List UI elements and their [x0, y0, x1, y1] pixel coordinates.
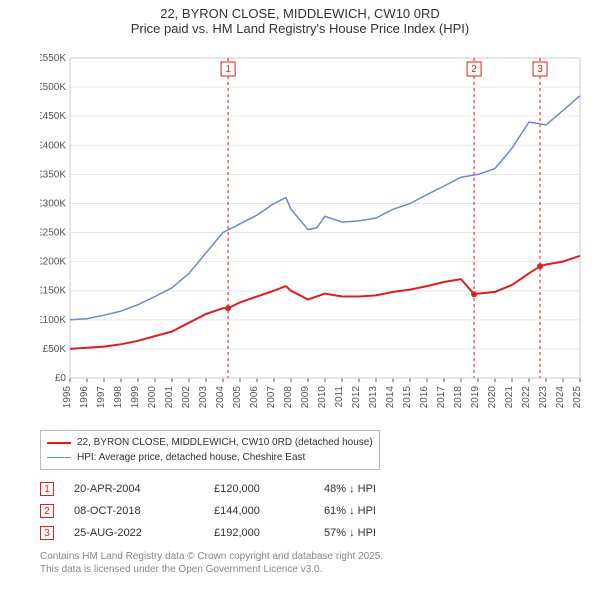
- x-tick-label: 2022: [521, 386, 532, 409]
- series-marker: [471, 291, 477, 297]
- legend-row: HPI: Average price, detached house, Ches…: [47, 450, 373, 465]
- x-tick-label: 1999: [130, 386, 141, 409]
- legend-label: HPI: Average price, detached house, Ches…: [77, 450, 305, 465]
- footer-line1: Contains HM Land Registry data © Crown c…: [40, 550, 580, 563]
- y-tick-label: £550K: [40, 53, 66, 64]
- x-tick-label: 2021: [504, 386, 515, 409]
- event-badge: 1: [40, 482, 54, 496]
- legend-swatch: [47, 457, 71, 458]
- footer-line2: This data is licensed under the Open Gov…: [40, 563, 580, 576]
- event-badge-number: 3: [537, 64, 543, 75]
- x-tick-label: 2005: [232, 386, 243, 409]
- x-tick-label: 2024: [555, 386, 566, 409]
- y-tick-label: £500K: [40, 82, 66, 93]
- series-hpi: [70, 96, 580, 320]
- events-table: 1 20-APR-2004 £120,000 48% ↓ HPI 2 08-OCT-201…: [40, 478, 560, 544]
- x-tick-label: 2011: [334, 386, 345, 408]
- legend-row: 22, BYRON CLOSE, MIDDLEWICH, CW10 0RD (d…: [47, 435, 373, 450]
- x-tick-label: 2008: [283, 386, 294, 409]
- event-price: £192,000: [214, 527, 304, 539]
- x-tick-label: 2017: [436, 386, 447, 409]
- y-tick-label: £100K: [40, 315, 66, 326]
- x-tick-label: 2004: [215, 386, 226, 409]
- y-tick-label: £50K: [43, 344, 67, 355]
- x-tick-label: 2006: [249, 386, 260, 409]
- x-tick-label: 2000: [147, 386, 158, 409]
- event-badge: 3: [40, 526, 54, 540]
- event-price: £120,000: [214, 483, 304, 495]
- x-tick-label: 2002: [181, 386, 192, 409]
- title-block: 22, BYRON CLOSE, MIDDLEWICH, CW10 0RD Pr…: [0, 0, 600, 36]
- x-tick-label: 2013: [368, 386, 379, 409]
- y-tick-label: £400K: [40, 140, 66, 151]
- x-tick-label: 2007: [266, 386, 277, 409]
- x-tick-label: 2009: [300, 386, 311, 409]
- legend: 22, BYRON CLOSE, MIDDLEWICH, CW10 0RD (d…: [40, 430, 380, 470]
- line-chart: £0 £50K £100K £150K £200K £250K £300K £350K £400…: [40, 48, 590, 418]
- series-marker: [225, 305, 231, 311]
- x-tick-label: 2014: [385, 386, 396, 409]
- x-tick-label: 1997: [96, 386, 107, 409]
- y-tick-label: £150K: [40, 286, 66, 297]
- title-line2: Price paid vs. HM Land Registry's House …: [0, 21, 600, 36]
- event-badge-number: 2: [471, 64, 477, 75]
- x-tick-label: 2010: [317, 386, 328, 409]
- y-tick-label: £0: [55, 373, 67, 384]
- event-delta: 61% ↓ HPI: [324, 505, 434, 517]
- y-tick-label: £450K: [40, 111, 66, 122]
- x-tick-label: 2018: [453, 386, 464, 409]
- y-tick-label: £200K: [40, 257, 66, 268]
- title-line1: 22, BYRON CLOSE, MIDDLEWICH, CW10 0RD: [0, 6, 600, 21]
- legend-swatch: [47, 442, 71, 444]
- event-date: 25-AUG-2022: [74, 527, 194, 539]
- x-tick-label: 2019: [470, 386, 481, 409]
- event-delta: 57% ↓ HPI: [324, 527, 434, 539]
- event-badge-number: 1: [225, 64, 231, 75]
- x-tick-label: 1998: [113, 386, 124, 409]
- series-marker: [537, 263, 543, 269]
- event-badge: 2: [40, 504, 54, 518]
- x-tick-label: 2020: [487, 386, 498, 409]
- event-row: 1 20-APR-2004 £120,000 48% ↓ HPI: [40, 478, 560, 500]
- x-tick-label: 1996: [79, 386, 90, 409]
- event-delta: 48% ↓ HPI: [324, 483, 434, 495]
- event-row: 2 08-OCT-2018 £144,000 61% ↓ HPI: [40, 500, 560, 522]
- y-tick-label: £350K: [40, 169, 66, 180]
- y-tick-label: £250K: [40, 228, 66, 239]
- event-price: £144,000: [214, 505, 304, 517]
- series-property: [70, 256, 580, 349]
- chart-container: 22, BYRON CLOSE, MIDDLEWICH, CW10 0RD Pr…: [0, 0, 600, 590]
- x-tick-label: 2012: [351, 386, 362, 409]
- x-tick-label: 2025: [572, 386, 583, 409]
- legend-label: 22, BYRON CLOSE, MIDDLEWICH, CW10 0RD (d…: [77, 435, 373, 450]
- event-date: 20-APR-2004: [74, 483, 194, 495]
- footer-attribution: Contains HM Land Registry data © Crown c…: [40, 550, 580, 576]
- x-tick-label: 2015: [402, 386, 413, 409]
- x-tick-label: 2001: [164, 386, 175, 409]
- x-tick-label: 2023: [538, 386, 549, 409]
- x-tick-label: 1995: [62, 386, 73, 409]
- event-row: 3 25-AUG-2022 £192,000 57% ↓ HPI: [40, 522, 560, 544]
- y-tick-label: £300K: [40, 198, 66, 209]
- x-tick-label: 2003: [198, 386, 209, 409]
- x-tick-label: 2016: [419, 386, 430, 409]
- event-date: 08-OCT-2018: [74, 505, 194, 517]
